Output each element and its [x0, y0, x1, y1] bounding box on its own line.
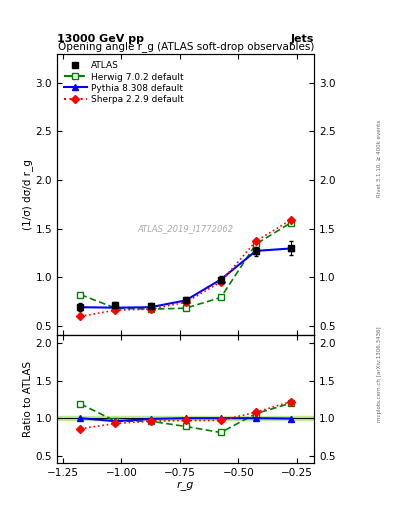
Title: Opening angle r_g (ATLAS soft-drop observables): Opening angle r_g (ATLAS soft-drop obser…: [57, 41, 314, 53]
Text: mcplots.cern.ch [arXiv:1306.3436]: mcplots.cern.ch [arXiv:1306.3436]: [377, 326, 382, 421]
Text: ATLAS_2019_I1772062: ATLAS_2019_I1772062: [138, 224, 234, 233]
Text: Rivet 3.1.10, ≥ 400k events: Rivet 3.1.10, ≥ 400k events: [377, 120, 382, 197]
X-axis label: r_g: r_g: [177, 480, 195, 489]
Bar: [57, 416, 314, 420]
Legend: ATLAS, Herwig 7.0.2 default, Pythia 8.308 default, Sherpa 2.2.9 default: ATLAS, Herwig 7.0.2 default, Pythia 8.30…: [61, 58, 187, 107]
Y-axis label: (1/σ) dσ/d r_g: (1/σ) dσ/d r_g: [22, 159, 33, 230]
Bar: [57, 416, 314, 420]
Text: 13000 GeV pp: 13000 GeV pp: [57, 33, 144, 44]
Text: Jets: Jets: [291, 33, 314, 44]
Y-axis label: Ratio to ATLAS: Ratio to ATLAS: [23, 361, 33, 437]
